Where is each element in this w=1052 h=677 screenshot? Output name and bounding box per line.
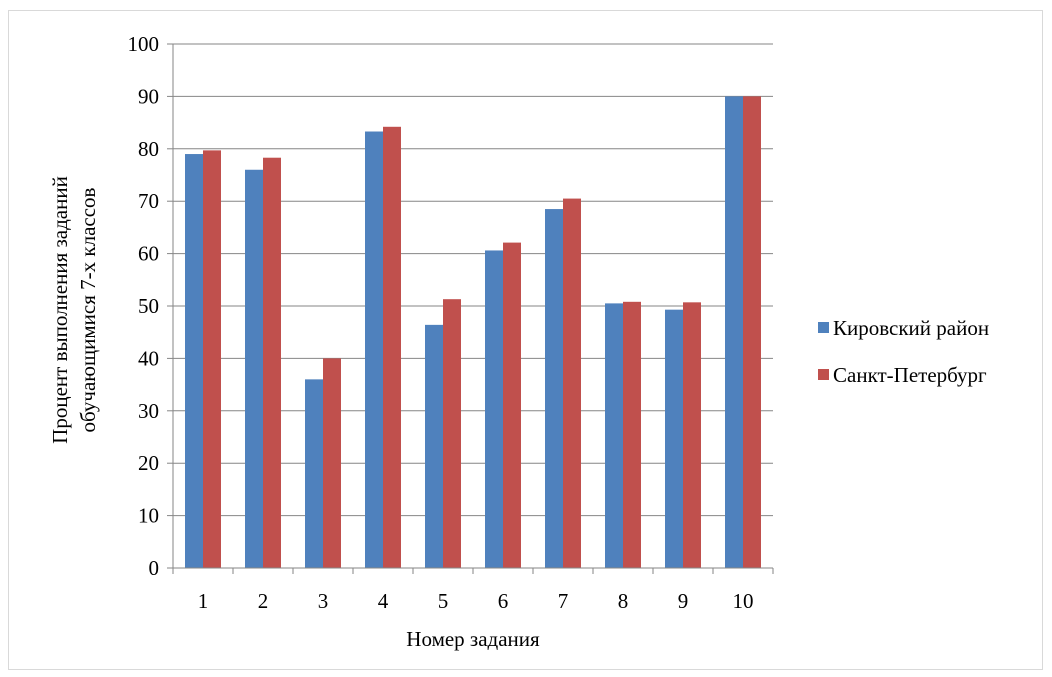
y-axis-title-line1: Процент выполнения заданий xyxy=(48,176,72,444)
y-tick-label: 10 xyxy=(138,504,159,528)
x-tick-label: 3 xyxy=(318,589,329,613)
y-tick-label: 80 xyxy=(138,137,159,161)
x-axis-title: Номер задания xyxy=(406,627,540,651)
bar-kirovsky xyxy=(185,154,203,569)
bar-spb xyxy=(263,157,281,568)
bar-kirovsky xyxy=(485,250,503,568)
y-tick-labels: 0 10 20 30 40 50 60 70 80 90 100 xyxy=(128,32,160,580)
x-tick-label: 2 xyxy=(258,589,269,613)
y-tick-label: 20 xyxy=(138,451,159,475)
y-tick-label: 70 xyxy=(138,189,159,213)
legend-label-spb: Санкт-Петербург xyxy=(833,363,987,387)
bar-spb xyxy=(563,198,581,568)
x-tick-label: 8 xyxy=(618,589,629,613)
legend-label-kirovsky: Кировский район xyxy=(833,316,989,340)
y-tick-label: 0 xyxy=(149,556,160,580)
x-tick-label: 7 xyxy=(558,589,569,613)
bar-kirovsky xyxy=(365,131,383,568)
bars xyxy=(185,96,761,569)
y-tick-label: 40 xyxy=(138,346,159,370)
x-tick-label: 10 xyxy=(733,589,754,613)
bar-spb xyxy=(623,301,641,568)
bar-kirovsky xyxy=(545,209,563,568)
bar-spb xyxy=(323,358,341,568)
axes xyxy=(167,43,774,574)
bar-spb xyxy=(383,126,401,569)
y-tick-label: 60 xyxy=(138,242,159,266)
legend-swatch-spb xyxy=(818,369,829,380)
bar-kirovsky xyxy=(305,379,323,568)
x-tick-label: 1 xyxy=(198,589,209,613)
bar-kirovsky xyxy=(425,324,443,568)
bar-spb xyxy=(683,302,701,568)
bar-spb xyxy=(443,299,461,568)
y-axis-title-line2: обучающимися 7-х классов xyxy=(76,187,100,432)
x-tick-labels: 1 2 3 4 5 6 7 8 9 10 xyxy=(198,589,754,613)
bar-kirovsky xyxy=(665,309,683,568)
bar-spb xyxy=(203,150,221,568)
x-tick-label: 6 xyxy=(498,589,509,613)
y-tick-label: 30 xyxy=(138,399,159,423)
x-tick-label: 5 xyxy=(438,589,449,613)
bar-kirovsky xyxy=(245,169,263,568)
x-tick-label: 4 xyxy=(378,589,389,613)
chart-frame xyxy=(8,10,1043,670)
y-tick-label: 90 xyxy=(138,84,159,108)
bar-spb xyxy=(743,96,761,569)
y-tick-label: 100 xyxy=(128,32,160,56)
legend-swatch-kirovsky xyxy=(818,322,829,333)
legend: Кировский район Санкт-Петербург xyxy=(818,316,989,387)
bar-spb xyxy=(503,242,521,568)
y-tick-label: 50 xyxy=(138,294,159,318)
y-axis-title: Процент выполнения заданий обучающимися … xyxy=(48,176,100,444)
bar-kirovsky xyxy=(725,96,743,569)
x-tick-label: 9 xyxy=(678,589,689,613)
bar-kirovsky xyxy=(605,303,623,568)
